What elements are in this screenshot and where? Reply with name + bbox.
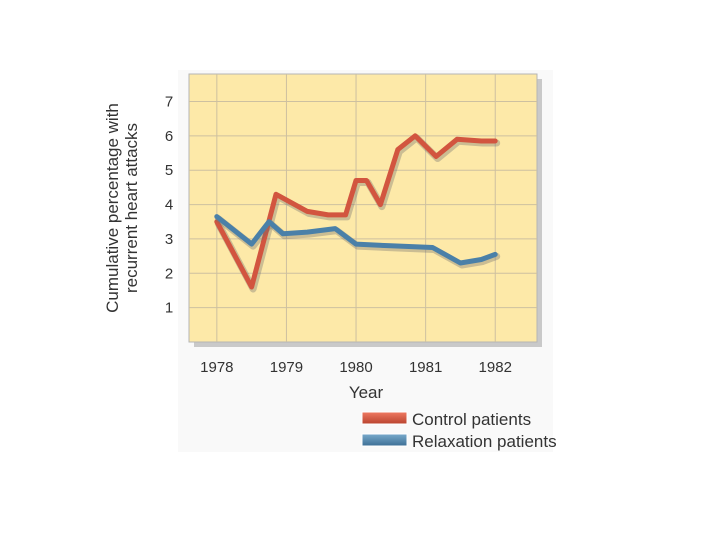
legend-label-relaxation: Relaxation patients — [412, 432, 557, 451]
y-tick-label: 7 — [165, 93, 173, 110]
y-tick-labels: 1 2 3 4 5 6 7 — [165, 93, 173, 316]
y-tick-label: 6 — [165, 128, 173, 145]
legend: Control patients Relaxation patients — [361, 410, 557, 451]
y-tick-label: 2 — [165, 265, 173, 282]
x-tick-label: 1979 — [270, 359, 303, 376]
x-axis-title: Year — [349, 383, 384, 402]
x-tick-labels: 1978 1979 1980 1981 1982 — [200, 359, 512, 376]
series-line-relaxation — [214, 214, 498, 266]
x-tick-label: 1978 — [200, 359, 233, 376]
legend-item-control: Control patients — [361, 410, 531, 429]
y-tick-label: 5 — [165, 162, 173, 179]
y-tick-label: 1 — [165, 300, 173, 317]
x-tick-label: 1982 — [479, 359, 512, 376]
legend-swatch-relaxation — [361, 433, 408, 447]
x-tick-label: 1980 — [339, 359, 372, 376]
x-tick-label: 1981 — [409, 359, 442, 376]
y-axis-title-line-2: recurrent heart attacks — [122, 123, 141, 293]
y-tick-label: 4 — [165, 197, 173, 214]
y-axis-title: Cumulative percentage with recurrent hea… — [103, 103, 141, 313]
legend-label-control: Control patients — [412, 410, 531, 429]
y-axis-title-line-1: Cumulative percentage with — [103, 103, 122, 313]
series-lines — [214, 133, 501, 293]
y-tick-label: 3 — [165, 231, 173, 248]
series-line-control — [214, 133, 498, 290]
legend-item-relaxation: Relaxation patients — [361, 432, 557, 451]
legend-swatch-control — [361, 411, 408, 425]
plot-area — [188, 73, 538, 343]
